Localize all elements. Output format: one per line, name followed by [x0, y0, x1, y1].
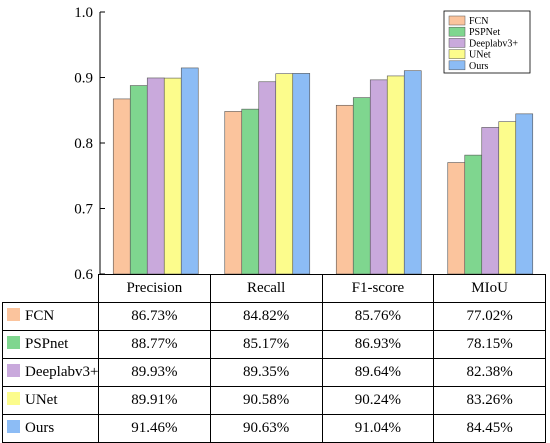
bar: [447, 162, 466, 275]
table-series-name: UNet: [25, 392, 58, 408]
bar-groups: [112, 67, 534, 275]
bar: [498, 121, 517, 275]
table-row: FCN 86.73% 84.82% 85.76% 77.02%: [2, 302, 546, 331]
table-row-label: FCN: [2, 302, 99, 331]
bar: [275, 73, 294, 275]
table-value-cell: 86.73%: [98, 302, 211, 331]
table-color-swatch: [7, 364, 20, 377]
table-value-cell: 90.63%: [209, 414, 323, 443]
table-color-swatch: [7, 392, 20, 405]
legend-entry: UNet: [469, 50, 491, 61]
y-tick-label: 1.0: [74, 5, 93, 21]
bar-group: [447, 113, 534, 275]
table-corner: [2, 274, 99, 303]
bar: [241, 108, 260, 275]
table-value-cell: 90.24%: [321, 386, 435, 415]
table-series-name: Ours: [25, 420, 55, 436]
table-row: Ours 91.46% 90.63% 91.04% 84.45%: [2, 414, 546, 443]
legend-entry: Deeplabv3+: [469, 38, 518, 49]
x-category-label: Precision: [98, 274, 211, 303]
table-value-cell: 90.58%: [209, 386, 323, 415]
bar: [112, 98, 131, 275]
bar: [386, 75, 405, 275]
table-value-cell: 84.45%: [433, 414, 546, 443]
table-row: UNet 89.91% 90.58% 90.24% 83.26%: [2, 386, 546, 415]
bar: [403, 70, 422, 275]
table-series-name: FCN: [25, 308, 55, 324]
legend-swatch: [448, 26, 466, 37]
table-value-cell: 85.76%: [321, 302, 435, 331]
table-value-cell: 83.26%: [433, 386, 546, 415]
y-axis: 0.60.70.80.91.0: [74, 5, 105, 280]
data-table-body: Precision Recall F1-score MIoU FCN 86.73% 84.8…: [2, 274, 546, 443]
bar: [352, 97, 371, 275]
bar: [292, 73, 311, 275]
bar: [163, 77, 182, 275]
x-category-label: MIoU: [433, 274, 546, 303]
legend-entry: PSPNet: [469, 27, 500, 38]
bar-group: [224, 73, 311, 275]
legend-entry: Ours: [469, 61, 489, 72]
bar: [481, 127, 500, 275]
table-color-swatch: [7, 420, 20, 433]
bar: [515, 113, 534, 275]
bar: [335, 104, 354, 275]
bar: [180, 67, 199, 275]
legend-swatch: [448, 38, 466, 48]
bar: [258, 81, 277, 275]
table-value-cell: 77.02%: [433, 302, 546, 331]
y-tick-label: 0.7: [74, 202, 93, 218]
table-series-name: Deeplabv3+: [25, 364, 99, 380]
legend-swatch: [448, 15, 466, 26]
bar: [146, 77, 165, 275]
bar: [369, 79, 388, 275]
table-value-cell: 78.15%: [433, 330, 546, 359]
table-value-cell: 91.04%: [321, 414, 435, 443]
table-color-swatch: [7, 308, 20, 321]
bar-group: [335, 70, 422, 275]
table-row: Deeplabv3+ 89.93% 89.35% 89.64% 82.38%: [2, 358, 546, 387]
table-header-row: Precision Recall F1-score MIoU: [2, 274, 546, 303]
table-series-name: PSPnet: [25, 336, 69, 352]
table-value-cell: 85.17%: [209, 330, 323, 359]
table-value-cell: 89.93%: [98, 358, 211, 387]
table-row-label: Ours: [2, 414, 99, 443]
table-value-cell: 89.91%: [98, 386, 211, 415]
y-tick-label: 0.9: [74, 71, 93, 87]
x-category-label: F1-score: [321, 274, 435, 303]
legend-entry: FCN: [469, 16, 488, 27]
table-value-cell: 84.82%: [209, 302, 323, 331]
table-value-cell: 89.35%: [209, 358, 323, 387]
legend-swatch: [448, 60, 466, 71]
x-category-label: Recall: [209, 274, 323, 303]
table-value-cell: 82.38%: [433, 358, 546, 387]
table-row-label: PSPnet: [2, 330, 99, 359]
bar: [224, 111, 243, 275]
table-row-label: Deeplabv3+: [2, 358, 99, 387]
table-value-cell: 89.64%: [321, 358, 435, 387]
bar-group: [112, 67, 199, 275]
bar: [129, 85, 148, 275]
table-value-cell: 91.46%: [98, 414, 211, 443]
table-row-label: UNet: [2, 386, 99, 415]
table-value-cell: 88.77%: [98, 330, 211, 359]
bar: [464, 154, 483, 275]
table-value-cell: 86.93%: [321, 330, 435, 359]
legend-swatch: [448, 49, 466, 59]
table-color-swatch: [7, 336, 20, 349]
y-tick-label: 0.8: [74, 136, 93, 152]
table-row: PSPnet 88.77% 85.17% 86.93% 78.15%: [2, 330, 546, 359]
bar-chart: 0.60.70.80.91.0 FCNPSPNetDeeplabv3+UNetO…: [74, 5, 534, 280]
